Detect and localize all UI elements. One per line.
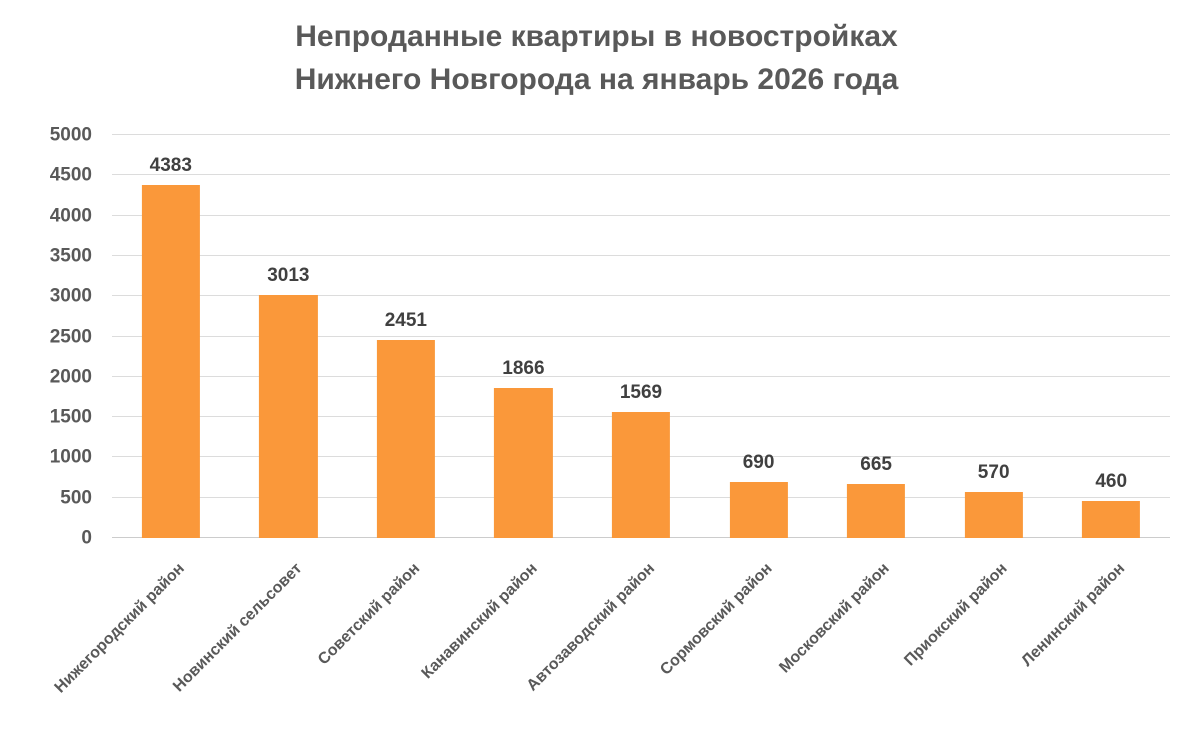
y-axis-tick-label: 1500 [49,406,92,428]
y-axis-tick-label: 5000 [49,124,92,146]
chart-title-line-1: Непроданные квартиры в новостройках [295,20,898,53]
x-axis-label: Ленинский район [1018,560,1129,670]
plot-area: 4383 3013 2451 1866 1569 690 665 570 460 [112,134,1170,538]
y-axis-tick-label: 3500 [49,245,92,267]
x-axis-label: Автозаводский район [523,560,659,695]
y-axis-tick-label: 4500 [49,164,92,186]
y-axis-tick-label: 500 [60,487,92,509]
bar-value-label: 665 [860,454,892,476]
chart-title: Непроданные квартиры в новостройках Нижн… [0,16,1193,101]
y-axis-tick-label: 1000 [49,446,92,468]
bar [259,295,318,538]
bar-value-label: 2451 [384,310,428,332]
bar [376,340,435,538]
bar-value-label: 1569 [619,381,663,403]
gridline [112,134,1170,135]
bar-value-label: 3013 [267,265,310,287]
bar-value-label: 4383 [149,154,192,176]
bar-value-label: 690 [742,452,775,474]
bar [611,411,671,538]
gridline [112,335,1170,337]
y-axis-tick-label: 4000 [49,205,92,227]
x-axis-label: Московский район [776,560,894,677]
x-axis-label: Нижегородский район [51,560,188,697]
bar [494,387,553,538]
bar-value-label: 1866 [502,357,545,379]
y-axis-tick-label: 2000 [49,366,92,388]
gridline [112,254,1170,256]
x-axis-label: Приокский район [901,560,1011,670]
x-axis-label: Сормовский район [656,560,776,679]
y-axis-tick-label: 2500 [49,326,92,347]
bar [964,492,1023,538]
bar [847,484,906,538]
bar [729,482,788,538]
bar-value-label: 460 [1095,470,1128,492]
y-axis-tick-label: 0 [81,527,92,549]
gridline [112,295,1170,297]
gridline [112,174,1170,176]
bar [1082,500,1141,538]
x-axis-label: Советский район [314,560,423,669]
bar-value-label: 570 [977,462,1010,484]
x-axis: Нижегородский район Новинский сельсовет Со… [51,560,1170,735]
x-axis-label: Новинский сельсовет [170,560,306,696]
chart-title-line-2: Нижнего Новгорода на январь 2026 года [294,62,899,96]
bar [141,184,200,538]
y-axis: 0 500 1000 1500 2000 2500 3000 3500 4000 4500 5000 [0,126,92,548]
y-axis-tick-label: 3000 [49,285,92,307]
gridline [112,214,1170,216]
gridline [112,375,1170,377]
x-axis-label: Канавинский район [418,560,541,683]
